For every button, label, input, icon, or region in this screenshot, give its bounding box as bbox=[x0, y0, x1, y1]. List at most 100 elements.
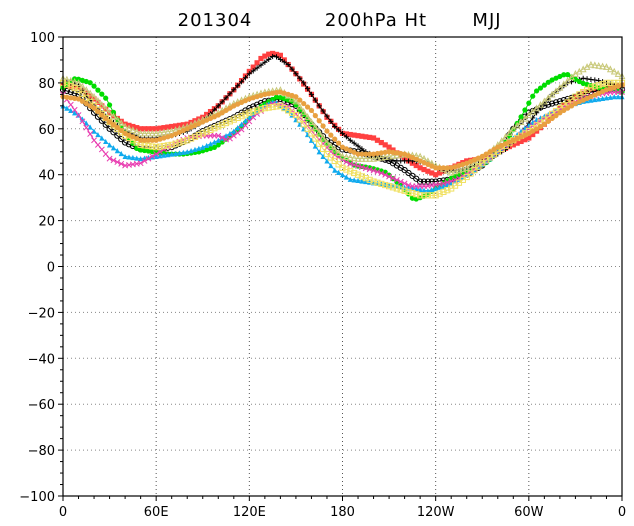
data-point bbox=[386, 149, 392, 155]
data-point bbox=[95, 99, 101, 106]
data-point bbox=[262, 53, 268, 59]
data-point bbox=[397, 178, 404, 185]
data-point bbox=[599, 88, 606, 95]
data-point bbox=[417, 165, 423, 171]
data-point bbox=[122, 130, 128, 136]
data-point bbox=[432, 192, 439, 199]
data-point bbox=[572, 100, 579, 107]
data-point bbox=[211, 125, 218, 132]
data-point bbox=[351, 177, 357, 183]
data-point bbox=[351, 149, 357, 155]
data-point bbox=[433, 165, 439, 171]
data-point bbox=[99, 112, 105, 118]
data-point bbox=[157, 125, 163, 131]
data-point bbox=[289, 66, 295, 72]
data-point bbox=[226, 118, 234, 125]
data-point bbox=[134, 135, 140, 142]
data-point bbox=[541, 102, 548, 109]
data-point bbox=[522, 107, 528, 113]
data-point bbox=[200, 119, 206, 125]
data-point bbox=[103, 115, 109, 122]
data-point bbox=[541, 121, 547, 127]
data-point bbox=[258, 55, 264, 62]
data-point bbox=[156, 143, 164, 150]
data-point bbox=[67, 88, 74, 96]
data-point bbox=[238, 79, 245, 85]
data-point bbox=[362, 175, 369, 182]
data-point bbox=[196, 145, 202, 151]
data-point bbox=[576, 99, 582, 105]
data-point bbox=[587, 84, 595, 91]
data-point bbox=[308, 130, 315, 137]
data-point bbox=[118, 150, 124, 157]
data-point bbox=[90, 92, 98, 100]
data-point bbox=[118, 127, 124, 134]
data-point bbox=[417, 187, 423, 193]
data-point bbox=[262, 59, 268, 65]
data-point bbox=[312, 143, 318, 149]
data-point bbox=[614, 70, 622, 77]
data-point bbox=[401, 167, 408, 174]
data-point bbox=[235, 125, 241, 131]
data-point bbox=[436, 170, 443, 176]
data-point bbox=[433, 185, 439, 192]
data-point bbox=[215, 112, 221, 118]
data-point bbox=[219, 110, 225, 116]
data-point bbox=[87, 131, 94, 137]
data-point bbox=[72, 110, 78, 116]
data-point bbox=[324, 113, 330, 119]
data-point bbox=[99, 91, 105, 97]
data-point bbox=[99, 135, 105, 141]
data-point bbox=[370, 178, 377, 185]
data-point bbox=[433, 172, 439, 178]
data-point bbox=[266, 91, 272, 97]
data-point bbox=[552, 99, 560, 106]
data-point bbox=[122, 153, 128, 159]
data-point bbox=[215, 132, 222, 139]
data-point bbox=[67, 76, 75, 84]
data-point bbox=[561, 72, 567, 78]
data-point bbox=[509, 125, 517, 132]
data-point bbox=[580, 97, 586, 103]
data-point bbox=[188, 135, 195, 142]
data-point bbox=[413, 162, 419, 169]
data-point bbox=[514, 135, 520, 142]
data-point bbox=[230, 116, 237, 123]
data-point bbox=[297, 75, 303, 81]
x-tick-label: 60W bbox=[514, 505, 544, 520]
data-point bbox=[425, 168, 431, 174]
data-point bbox=[130, 134, 136, 140]
data-point bbox=[483, 151, 489, 157]
data-point bbox=[339, 172, 346, 178]
data-point bbox=[363, 151, 369, 157]
data-point bbox=[533, 104, 541, 112]
data-point bbox=[429, 187, 435, 193]
data-point bbox=[292, 111, 300, 119]
data-point bbox=[545, 79, 551, 85]
data-point bbox=[215, 137, 221, 143]
data-point bbox=[417, 178, 424, 185]
data-point bbox=[226, 135, 233, 142]
data-point bbox=[83, 124, 90, 131]
data-point bbox=[526, 135, 532, 141]
data-point bbox=[487, 149, 493, 155]
data-point bbox=[565, 105, 571, 111]
data-point bbox=[126, 132, 132, 138]
data-point bbox=[514, 140, 520, 146]
data-point bbox=[342, 153, 350, 161]
data-point bbox=[499, 142, 505, 149]
data-point bbox=[331, 145, 339, 153]
data-point bbox=[270, 50, 276, 57]
data-point bbox=[270, 90, 276, 96]
data-point bbox=[354, 171, 362, 178]
data-point bbox=[591, 61, 599, 69]
data-point bbox=[471, 157, 478, 163]
data-point bbox=[382, 142, 388, 148]
data-point bbox=[211, 139, 217, 145]
data-point bbox=[436, 184, 443, 190]
data-point bbox=[184, 149, 190, 155]
y-tick-label: 20 bbox=[38, 215, 55, 230]
data-point bbox=[443, 166, 451, 174]
data-point bbox=[71, 78, 79, 85]
data-point bbox=[606, 65, 614, 73]
